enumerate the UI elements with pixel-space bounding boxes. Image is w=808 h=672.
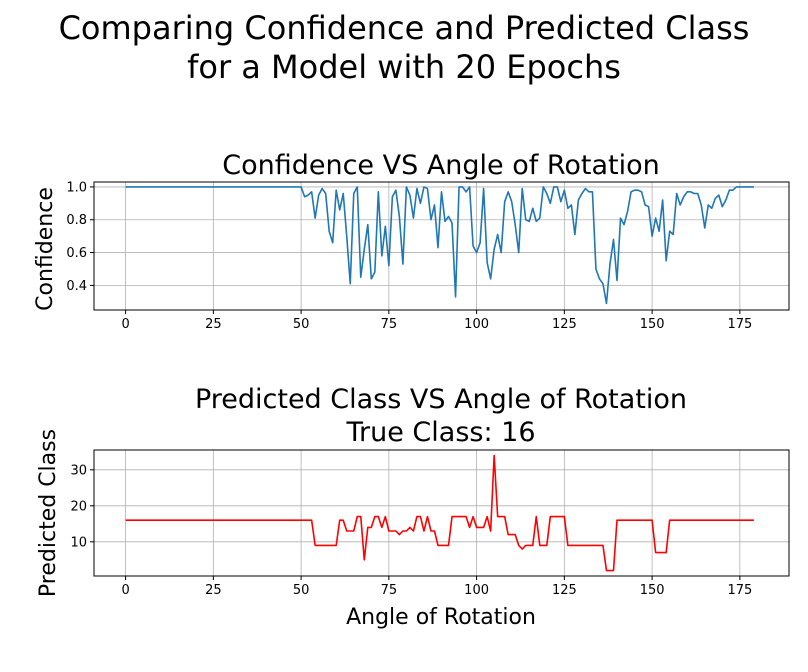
predicted-class-chart-title: Predicted Class VS Angle of Rotation bbox=[195, 384, 687, 415]
predicted-class-x-tick-label: 75 bbox=[381, 583, 398, 598]
confidence-series-line bbox=[125, 186, 754, 305]
predicted-class-plot-frame bbox=[93, 449, 790, 577]
confidence-chart-title: Confidence VS Angle of Rotation bbox=[222, 150, 660, 181]
predicted-class-x-axis-label: Angle of Rotation bbox=[346, 605, 536, 630]
predicted-class-grid bbox=[94, 450, 789, 576]
predicted-class-x-tick-label: 175 bbox=[727, 583, 752, 598]
predicted-class-x-tick-label: 50 bbox=[293, 583, 310, 598]
predicted-class-y-axis-label: Predicted Class bbox=[36, 429, 61, 597]
confidence-y-tick-label: 0.8 bbox=[66, 213, 87, 228]
predicted-class-ticks: 0 25 50 75 100 125 150 175 10 20 30 bbox=[70, 463, 752, 598]
predicted-class-chart-subtitle: True Class: 16 bbox=[346, 417, 536, 448]
confidence-x-tick-label: 125 bbox=[552, 317, 577, 332]
confidence-x-tick-label: 0 bbox=[121, 317, 129, 332]
figure-title-line-1: Comparing Confidence and Predicted Class bbox=[59, 9, 750, 47]
confidence-x-tick-label: 100 bbox=[464, 317, 489, 332]
predicted-class-series-line bbox=[125, 454, 754, 572]
figure-title-line-2: for a Model with 20 Epochs bbox=[187, 48, 621, 86]
confidence-x-tick-label: 150 bbox=[640, 317, 665, 332]
confidence-x-tick-label: 25 bbox=[205, 317, 222, 332]
predicted-class-y-tick-label: 30 bbox=[70, 463, 87, 478]
confidence-x-tick-label: 75 bbox=[381, 317, 398, 332]
confidence-y-axis-label: Confidence bbox=[33, 187, 58, 311]
predicted-class-x-tick-label: 25 bbox=[205, 583, 222, 598]
predicted-class-x-tick-label: 150 bbox=[640, 583, 665, 598]
predicted-class-y-tick-label: 20 bbox=[70, 499, 87, 514]
confidence-plot-frame bbox=[93, 181, 790, 311]
confidence-x-tick-label: 50 bbox=[293, 317, 310, 332]
confidence-y-tick-label: 1.0 bbox=[66, 180, 87, 195]
confidence-grid bbox=[94, 182, 789, 310]
predicted-class-x-tick-label: 0 bbox=[121, 583, 129, 598]
confidence-y-tick-label: 0.4 bbox=[66, 279, 87, 294]
confidence-chart: Confidence VS Angle of Rotation Confiden… bbox=[33, 150, 790, 332]
confidence-y-tick-label: 0.6 bbox=[66, 246, 87, 261]
predicted-class-series bbox=[125, 454, 754, 572]
confidence-x-tick-label: 175 bbox=[727, 317, 752, 332]
predicted-class-x-tick-label: 125 bbox=[552, 583, 577, 598]
confidence-series bbox=[125, 186, 754, 305]
predicted-class-x-tick-label: 100 bbox=[464, 583, 489, 598]
predicted-class-chart: Predicted Class VS Angle of Rotation Tru… bbox=[36, 384, 790, 630]
confidence-ticks: 0 25 50 75 100 125 150 175 0.4 0.6 0.8 1.0 bbox=[66, 180, 752, 332]
predicted-class-y-tick-label: 10 bbox=[70, 535, 87, 550]
